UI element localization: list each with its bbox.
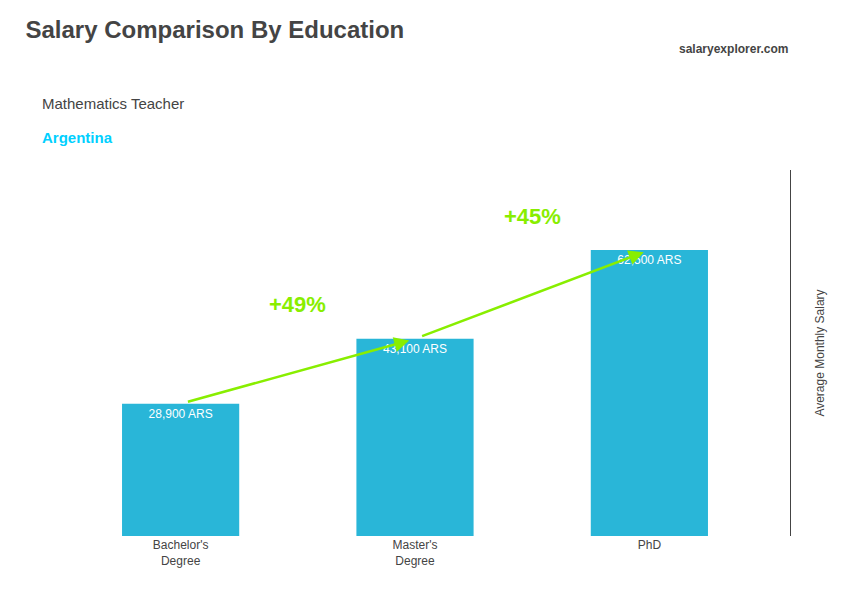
- svg-text:Mathematics Teacher: Mathematics Teacher: [42, 95, 184, 112]
- svg-text:43,100 ARS: 43,100 ARS: [383, 342, 447, 356]
- svg-text:Average Monthly Salary: Average Monthly Salary: [813, 289, 827, 416]
- svg-text:Salary Comparison By Education: Salary Comparison By Education: [26, 16, 405, 43]
- svg-text:salaryexplorer.com: salaryexplorer.com: [679, 42, 788, 56]
- svg-text:62,500 ARS: 62,500 ARS: [617, 253, 681, 267]
- svg-text:+49%: +49%: [269, 292, 326, 317]
- svg-text:Bachelor'sDegree: Bachelor'sDegree: [153, 538, 209, 568]
- svg-text:+45%: +45%: [504, 204, 561, 229]
- svg-text:PhD: PhD: [638, 538, 662, 552]
- svg-text:Argentina: Argentina: [42, 129, 113, 146]
- svg-text:Master'sDegree: Master'sDegree: [393, 538, 438, 568]
- svg-text:28,900 ARS: 28,900 ARS: [149, 407, 213, 421]
